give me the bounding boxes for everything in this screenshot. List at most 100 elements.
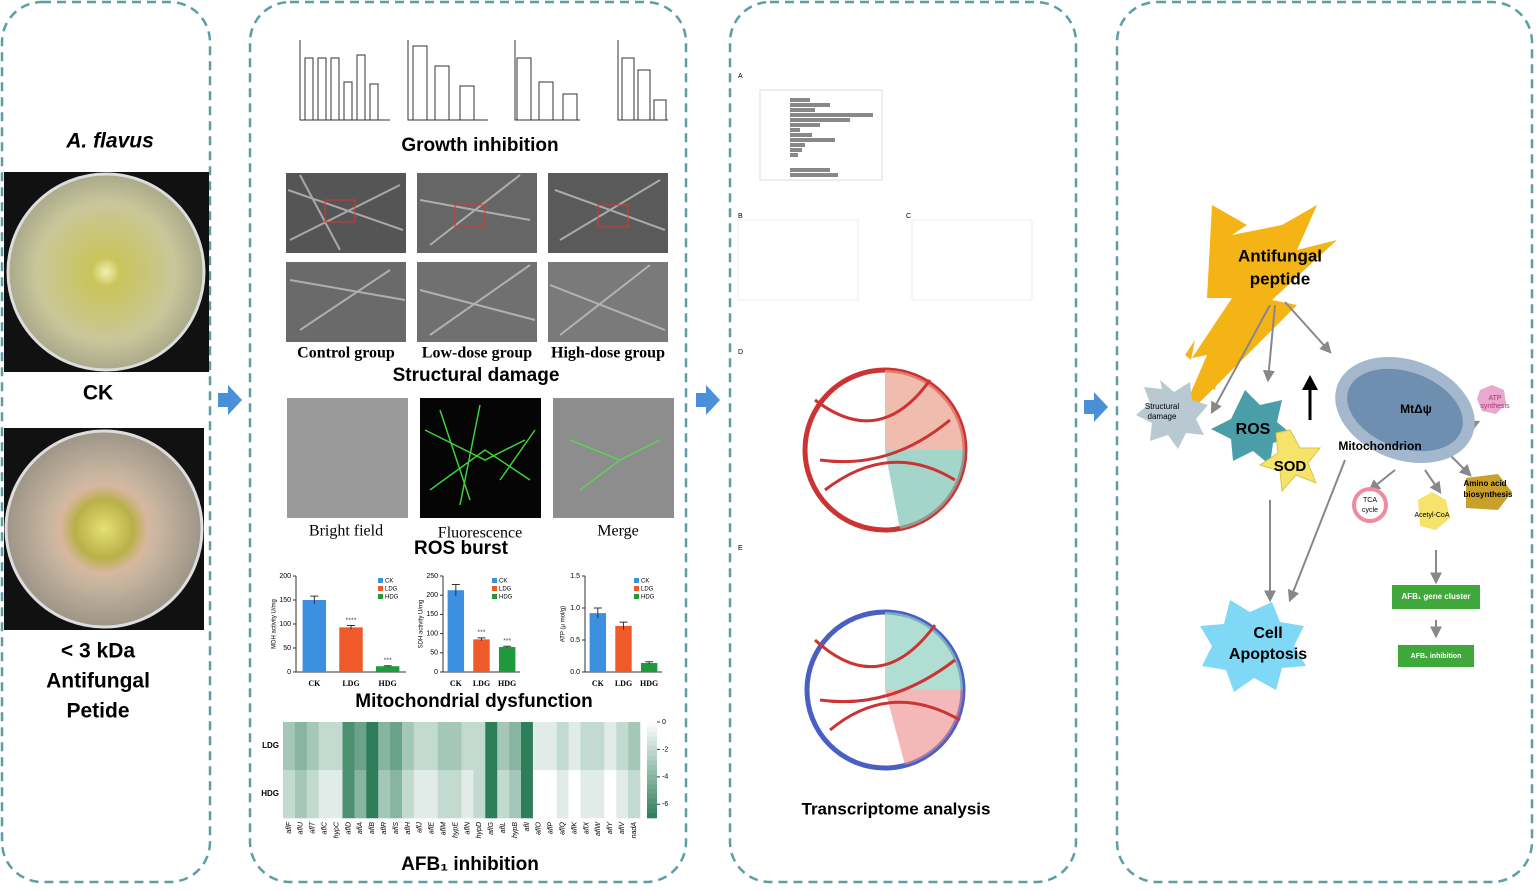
column-label: aflV [619,821,626,834]
legend-label: CK [385,579,393,585]
legend-label: HDG [499,595,513,601]
y-tick-label: 50 [430,650,438,657]
legend-swatch [634,594,639,599]
column-label: aflO [536,821,543,834]
treatment-label: < 3 kDa [61,640,135,663]
column-label: aflY [607,821,614,834]
y-tick-label: 1.5 [570,573,580,580]
significance: **** [346,617,357,624]
heat-cell [390,770,403,819]
heat-cell [544,722,557,771]
bar [589,613,607,672]
mechanism-label: biosynthesis [1464,490,1513,499]
legend-label: HDG [385,595,399,601]
column-label: aflA [357,822,364,834]
column-label: aflP [548,822,555,834]
column-label: aflW [595,821,602,836]
heat-cell [330,770,343,819]
heat-cell [592,722,605,771]
column-label: aflF [286,821,293,833]
colorbar [647,750,657,756]
heat-cell [544,770,557,819]
error-bar [645,661,654,665]
legend-swatch [634,586,639,591]
column-label: aflL [500,822,507,833]
column-label: aflB [369,822,376,834]
colorbar [647,736,657,742]
colorbar [647,789,657,795]
transcriptome-figures [737,89,1033,771]
column-label: hypB [512,822,519,838]
mechanism-label: MtΔψ [1400,402,1432,416]
bar [375,666,400,672]
mechanism-label: Antifungal [1238,246,1322,265]
heat-cell [580,770,593,819]
heat-cell [390,722,403,771]
colorbar [647,760,657,766]
column-label: aflH [405,821,412,834]
y-tick-label: 0 [434,669,438,676]
mechanism-label: SOD [1274,458,1307,475]
y-tick-label: 150 [279,597,291,604]
heat-cell [473,722,486,771]
heat-cell [556,722,569,771]
legend-label: LDG [385,587,398,593]
mechanism-label: TCA [1363,497,1377,504]
colorbar [647,803,657,809]
heat-cell [342,770,355,819]
heat-cell [568,722,581,771]
legend-label: LDG [641,587,654,593]
colorbar [647,731,657,737]
column-label: aflU [298,821,305,834]
heat-cell [306,722,319,771]
error-bar [451,583,460,596]
colorbar-label: 0 [662,719,666,726]
heat-cell [485,770,498,819]
section-title: Growth inhibition [401,135,558,156]
colorbar [647,746,657,752]
heat-cell [449,722,462,771]
heat-cell [366,722,379,771]
y-tick-label: 0.0 [570,669,580,676]
heat-cell [616,722,629,771]
colorbar [647,765,657,771]
heat-cell [294,770,308,819]
section-title: Structural damage [393,365,560,386]
heat-cell [521,770,534,819]
heat-cell [366,770,379,819]
heat-cell [413,770,427,819]
column-label: hypD [476,822,483,838]
y-tick-label: 50 [283,645,291,652]
heat-cell [628,770,641,819]
colorbar [647,770,657,776]
column-label: aflK [571,822,578,834]
heat-cell [461,722,474,771]
legend-label: LDG [499,587,512,593]
mechanism-label: Structural [1145,402,1179,411]
y-tick-label: 0 [287,669,291,676]
legend-swatch [492,594,497,599]
heat-cell [378,722,391,771]
heat-cell [580,722,593,771]
image-label: Bright field [309,523,383,540]
colorbar-label: -2 [662,746,668,753]
y-tick-label: 100 [279,621,291,628]
heat-cell [532,722,546,771]
mechanism-label: Acetyl-CoA [1414,512,1449,519]
legend-swatch [378,578,383,583]
panel-letter: E [738,545,743,552]
error-bar [503,645,512,648]
flow-arrows [218,385,1108,422]
heat-cell [318,770,331,819]
heat-cell [497,770,510,819]
row-label: HDG [261,789,279,798]
significance: *** [477,630,485,637]
panel-letter: B [738,213,743,220]
colorbar [647,798,657,804]
heat-cell [449,770,462,819]
legend-swatch [492,586,497,591]
legend-swatch [378,586,383,591]
dish [6,172,206,372]
heat-cell [306,770,319,819]
